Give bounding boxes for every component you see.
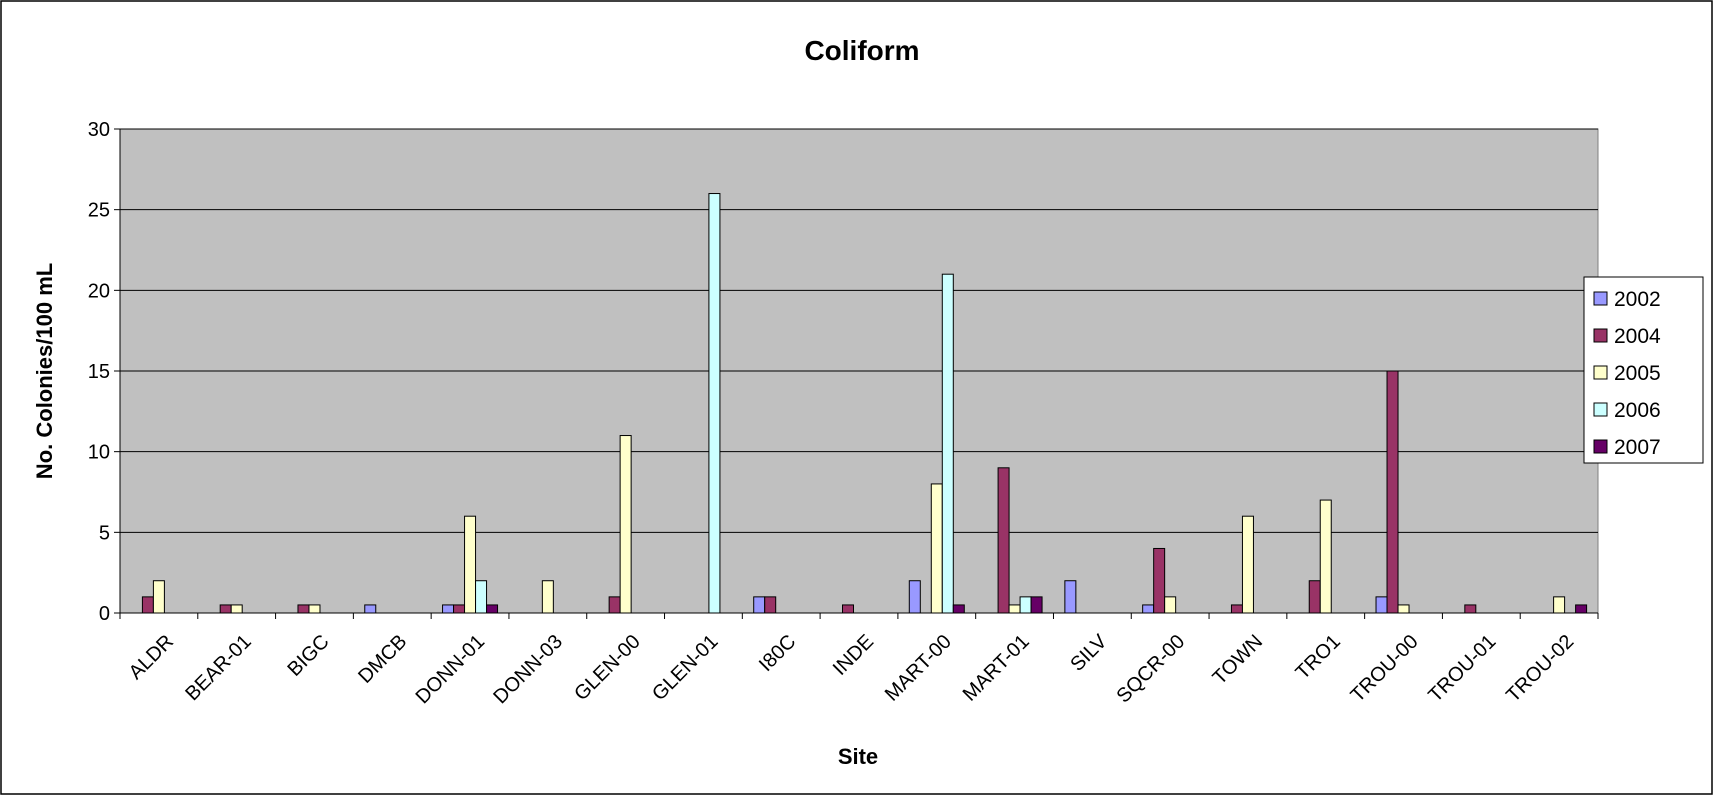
legend-label: 2002	[1614, 288, 1661, 311]
legend-label: 2004	[1614, 325, 1661, 348]
bar-2005-donn-01	[464, 515, 477, 614]
bar-2005-sqcr-00	[1164, 596, 1177, 614]
bar-2004-town	[1230, 604, 1243, 614]
legend: 2002 2004 2005 2006 2007	[1583, 276, 1704, 464]
bar-2004-i80c	[764, 596, 777, 614]
y-tick-label: 10	[88, 442, 110, 464]
bar-2005-aldr	[152, 580, 165, 614]
y-tick-label: 30	[88, 119, 110, 141]
bar-2007-mart-01	[1030, 596, 1043, 614]
bar-2005-trou-00	[1397, 604, 1410, 614]
bar-2004-bigc	[297, 604, 310, 614]
legend-swatch	[1593, 328, 1608, 343]
bar-2007-donn-01	[486, 604, 499, 614]
bar-2006-glen-01	[708, 193, 721, 614]
bar-2006-mart-00	[941, 273, 954, 614]
y-axis-title: No. Colonies/100 mL	[32, 263, 57, 479]
bar-2004-aldr	[141, 596, 154, 614]
x-axis-title: Site	[838, 744, 878, 769]
bar-2004-trou-00	[1386, 370, 1399, 614]
bar-2005-bear-01	[230, 604, 243, 614]
bar-2004-glen-00	[608, 596, 621, 614]
y-tick-label: 20	[88, 280, 110, 302]
bar-2004-trou-01	[1464, 604, 1477, 614]
legend-label: 2007	[1614, 436, 1661, 459]
bar-2005-tro1	[1319, 499, 1332, 614]
bar-2002-mart-00	[908, 580, 921, 614]
legend-label: 2005	[1614, 362, 1661, 385]
chart-title: Coliform	[804, 35, 919, 66]
bar-2004-bear-01	[219, 604, 232, 614]
bar-2007-trou-02	[1575, 604, 1588, 614]
bar-2004-sqcr-00	[1153, 547, 1166, 614]
bar-2006-donn-01	[475, 580, 488, 614]
bar-2005-donn-03	[541, 580, 554, 614]
bar-2002-trou-00	[1375, 596, 1388, 614]
bar-2005-trou-02	[1553, 596, 1566, 614]
legend-swatch	[1593, 365, 1608, 380]
legend-label: 2006	[1614, 399, 1661, 422]
legend-swatch	[1593, 402, 1608, 417]
bar-2002-sqcr-00	[1142, 604, 1155, 614]
bar-2005-glen-00	[619, 435, 632, 614]
bar-2004-inde	[842, 604, 854, 614]
y-axis: 0 5 10 15 20 25 30	[88, 119, 121, 625]
bar-2005-bigc	[308, 604, 321, 614]
bar-2002-i80c	[753, 596, 766, 614]
bar-2007-mart-00	[952, 604, 965, 614]
y-tick-label: 5	[99, 522, 110, 544]
bar-2005-town	[1241, 515, 1254, 614]
bar-2005-mart-00	[930, 483, 943, 614]
bar-2005-mart-01	[1008, 604, 1021, 614]
bar-2002-donn-01	[442, 604, 455, 614]
y-tick-label: 25	[88, 200, 110, 222]
bar-2004-mart-01	[997, 467, 1010, 614]
bar-2002-silv	[1064, 580, 1077, 614]
y-tick-label: 0	[99, 603, 110, 625]
bar-2004-tro1	[1308, 580, 1321, 614]
gridlines	[120, 128, 1598, 533]
legend-swatch	[1593, 439, 1608, 454]
y-tick-label: 15	[88, 361, 110, 383]
bar-2004-donn-01	[453, 604, 466, 614]
bar-2002-dmcb	[364, 604, 377, 614]
legend-swatch	[1593, 291, 1608, 306]
bar-2006-mart-01	[1019, 596, 1032, 614]
